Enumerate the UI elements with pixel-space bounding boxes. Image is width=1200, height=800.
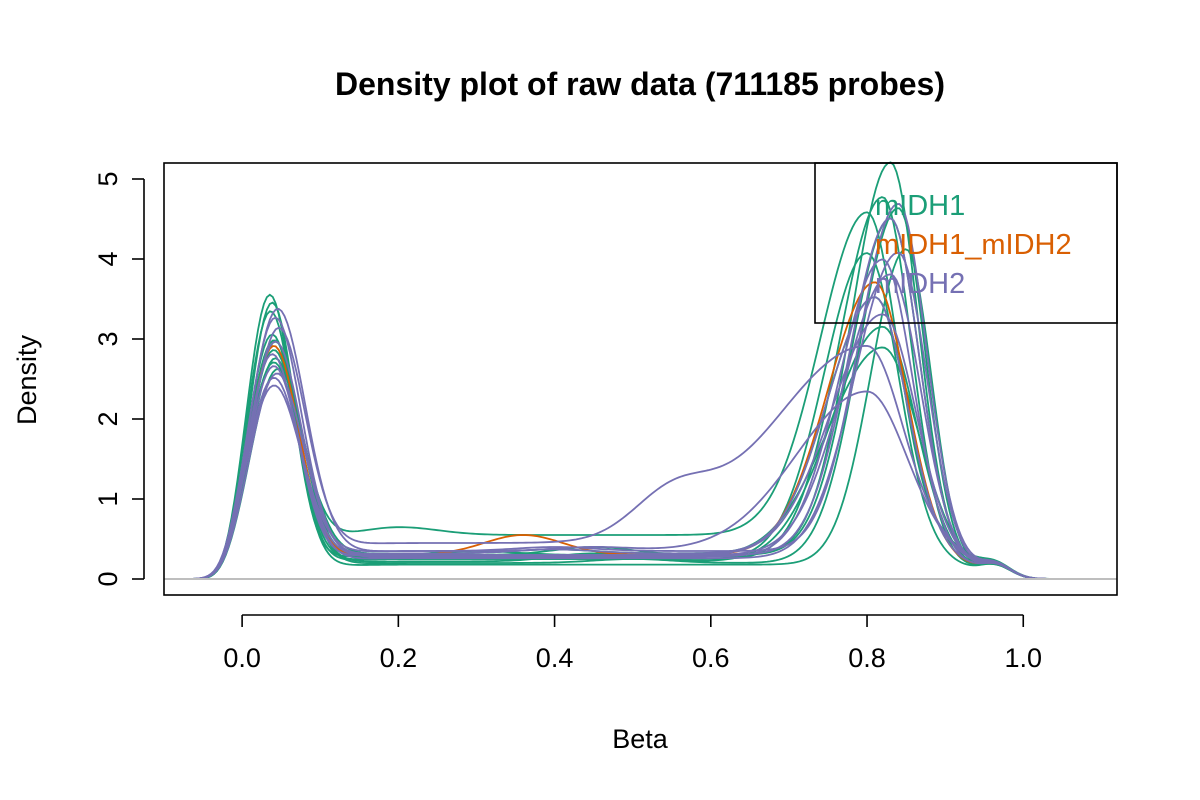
density-curve-midh2-19 <box>187 296 1071 580</box>
x-tick-label: 0.6 <box>692 643 730 673</box>
density-curve-midh1-3 <box>187 211 1071 580</box>
y-tick-label: 1 <box>93 491 123 506</box>
density-curve-midh2-17 <box>187 326 1071 580</box>
x-tick-label: 0.2 <box>380 643 418 673</box>
legend-entry-midh1-midh2: mIDH1_mIDH2 <box>875 229 1072 261</box>
x-tick-label: 1.0 <box>1004 643 1042 673</box>
y-tick-label: 0 <box>93 571 123 586</box>
plot-frame <box>163 162 1118 596</box>
y-tick-label: 3 <box>93 331 123 346</box>
x-axis: 0.0 0.2 0.4 0.6 0.8 1.0 <box>223 614 1042 673</box>
density-curve-midh2-18 <box>187 251 1071 580</box>
series-group <box>187 161 1071 580</box>
density-curve-midh2-12 <box>187 203 1071 580</box>
x-tick-label: 0.8 <box>848 643 886 673</box>
legend-box <box>814 162 1118 324</box>
legend: mIDH1 mIDH1_mIDH2 mIDH2 <box>814 162 1118 324</box>
density-curve-midh1-8 <box>187 252 1071 580</box>
legend-entry-midh2: mIDH2 <box>875 268 965 300</box>
x-tick-label: 0.0 <box>223 643 261 673</box>
x-tick-label: 0.4 <box>536 643 574 673</box>
chart-title: Density plot of raw data (711185 probes) <box>335 66 945 102</box>
density-curve-midh1-10 <box>187 325 1071 580</box>
y-tick-label: 5 <box>93 171 123 186</box>
density-curve-midh1-5 <box>187 248 1071 580</box>
density-curve-midh1-7 <box>187 346 1071 580</box>
density-curve-midh2-20 <box>187 313 1071 580</box>
y-axis-label: Density <box>12 334 42 425</box>
y-tick-label: 2 <box>93 411 123 426</box>
y-axis: 0 1 2 3 4 5 <box>93 171 145 587</box>
x-axis-label: Beta <box>612 724 669 754</box>
legend-entry-midh1: mIDH1 <box>875 190 965 222</box>
y-tick-label: 4 <box>93 251 123 266</box>
